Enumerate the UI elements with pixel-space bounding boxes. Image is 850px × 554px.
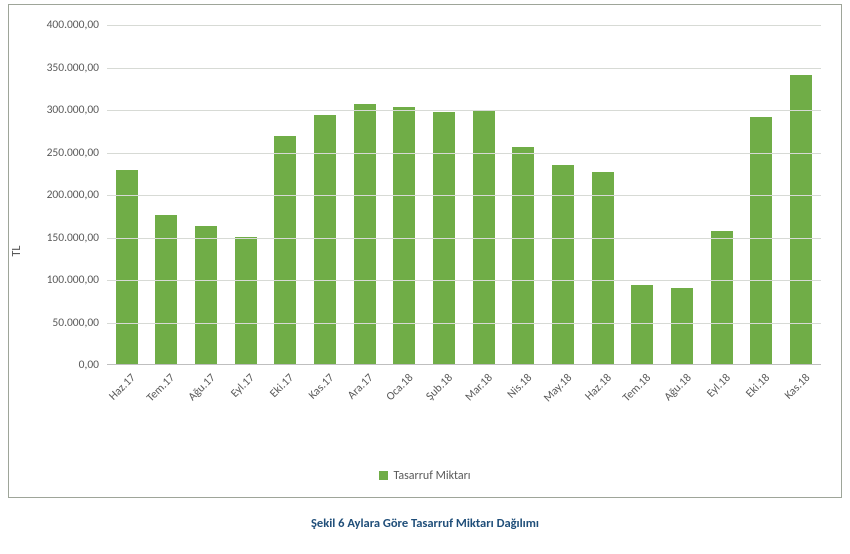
x-tick-label: Kas.17: [306, 371, 337, 402]
legend-swatch: [379, 471, 388, 480]
x-tick-label: Tem.18: [620, 371, 654, 405]
bar: [195, 226, 217, 364]
figure-caption: Şekil 6 Aylara Göre Tasarruf Miktarı Dağ…: [8, 516, 842, 531]
y-tick-label: 200.000,00: [47, 188, 99, 202]
x-tick-label: Haz.18: [582, 371, 614, 403]
x-axis: Haz.17Tem.17Ağu.17 Eyl.17 Eki.17 Kas.17 Ara.…: [107, 367, 821, 437]
gridline: [107, 110, 821, 111]
y-tick-label: 50.000,00: [52, 316, 99, 330]
gridline: [107, 323, 821, 324]
legend: Tasarruf Miktarı: [9, 466, 841, 485]
x-tick-label: Eki.17: [268, 371, 298, 401]
gridline: [107, 195, 821, 196]
gridline: [107, 25, 821, 26]
x-tick-label: Eyl.17: [228, 371, 258, 401]
x-tick-label: Ağu.18: [661, 371, 694, 404]
bar: [393, 107, 415, 364]
x-tick-label: Eyl.18: [704, 371, 734, 401]
bar: [274, 136, 296, 364]
gridline: [107, 153, 821, 154]
bar: [750, 117, 772, 364]
legend-label: Tasarruf Miktarı: [393, 469, 470, 483]
y-tick-label: 0,00: [79, 358, 99, 372]
bar: [671, 288, 693, 364]
chart-container: TL 0,0050.000,00100.000,00150.000,00200.…: [8, 4, 842, 498]
bar: [116, 170, 138, 364]
bar: [235, 237, 257, 365]
y-tick-label: 100.000,00: [47, 273, 99, 287]
x-tick-label: Oca.18: [384, 371, 417, 404]
gridline: [107, 68, 821, 69]
bar: [711, 231, 733, 364]
bar: [592, 172, 614, 364]
y-axis: 0,0050.000,00100.000,00150.000,00200.000…: [9, 25, 103, 365]
x-tick-label: Nis.18: [505, 371, 535, 401]
plot-area: [107, 25, 821, 365]
x-tick-label: May.18: [541, 371, 575, 405]
y-tick-label: 400.000,00: [47, 18, 99, 32]
x-tick-label: Ağu.17: [185, 371, 218, 404]
y-tick-label: 150.000,00: [47, 231, 99, 245]
x-tick-label: Şub.18: [424, 371, 456, 403]
y-tick-label: 250.000,00: [47, 146, 99, 160]
legend-item: Tasarruf Miktarı: [379, 469, 470, 483]
gridline: [107, 280, 821, 281]
x-tick-label: Eki.18: [744, 371, 774, 401]
gridline: [107, 238, 821, 239]
x-tick-label: Ara.17: [345, 371, 376, 402]
x-tick-label: Tem.17: [144, 371, 178, 405]
y-tick-label: 300.000,00: [47, 103, 99, 117]
x-tick-label: Kas.18: [782, 371, 813, 402]
bar: [354, 104, 376, 364]
x-tick-label: Mar.18: [463, 371, 496, 404]
x-tick-label: Haz.17: [106, 371, 138, 403]
bar: [790, 75, 812, 364]
bar: [512, 147, 534, 364]
y-tick-label: 350.000,00: [47, 61, 99, 75]
bar: [631, 285, 653, 364]
